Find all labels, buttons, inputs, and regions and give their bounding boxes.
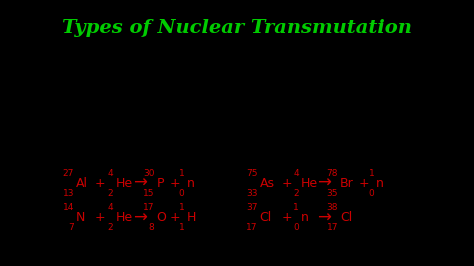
Text: 15: 15: [143, 189, 155, 198]
Text: 30: 30: [143, 169, 155, 178]
Text: As: As: [259, 177, 274, 190]
Text: 1: 1: [293, 203, 299, 212]
Text: 35: 35: [327, 189, 338, 198]
Text: Natural transmutation: Natural transmutation: [76, 46, 208, 56]
Text: 33: 33: [246, 189, 257, 198]
Text: 13: 13: [63, 189, 74, 198]
Text: n: n: [376, 177, 384, 190]
Text: +: +: [95, 177, 106, 190]
Text: +: +: [282, 177, 292, 190]
Text: 90: 90: [189, 105, 201, 115]
Text: 238: 238: [121, 84, 140, 94]
Text: 0: 0: [179, 189, 184, 198]
Text: 4: 4: [293, 169, 299, 178]
Text: 75: 75: [246, 169, 257, 178]
Text: →: →: [317, 209, 331, 226]
Text: H: H: [186, 211, 196, 224]
Text: 0: 0: [369, 189, 374, 198]
Text: +: +: [95, 211, 106, 224]
Text: Al: Al: [76, 177, 88, 190]
Text: He: He: [301, 177, 318, 190]
Text: – Uranium spontaneously: – Uranium spontaneously: [192, 46, 328, 56]
Text: →: →: [317, 174, 331, 192]
Text: He: He: [115, 177, 132, 190]
Text: 8: 8: [149, 223, 155, 232]
Text: O: O: [156, 211, 166, 224]
Text: +: +: [169, 211, 180, 224]
Text: n: n: [186, 177, 194, 190]
Text: Cl: Cl: [340, 211, 352, 224]
Text: P: P: [156, 177, 164, 190]
Text: 1: 1: [179, 223, 184, 232]
Text: 2: 2: [253, 105, 259, 115]
Text: 1: 1: [179, 169, 184, 178]
Text: 7: 7: [68, 223, 74, 232]
Text: Th: Th: [203, 92, 220, 106]
Text: +: +: [282, 211, 292, 224]
Text: 0: 0: [293, 223, 299, 232]
Text: N: N: [76, 211, 85, 224]
Text: isotope to force it to decay: isotope to force it to decay: [76, 160, 216, 169]
Text: – bombardment of a stable: – bombardment of a stable: [207, 140, 351, 151]
Text: decays: decays: [76, 65, 113, 75]
Text: 78: 78: [327, 169, 338, 178]
Text: 4: 4: [108, 203, 113, 212]
Text: →: →: [133, 209, 146, 226]
Text: 92: 92: [127, 105, 140, 115]
Text: He: He: [115, 211, 132, 224]
Text: Br: Br: [340, 177, 354, 190]
Text: He: He: [261, 92, 280, 106]
Text: 234: 234: [183, 84, 201, 94]
Text: →: →: [133, 174, 146, 192]
Text: 14: 14: [63, 203, 74, 212]
Text: U: U: [142, 92, 152, 106]
Text: Types of Nuclear Transmutation: Types of Nuclear Transmutation: [62, 19, 412, 37]
Text: 38: 38: [327, 203, 338, 212]
Text: Artificial transmutation: Artificial transmutation: [76, 140, 215, 151]
Text: 17: 17: [246, 223, 257, 232]
Text: 2: 2: [108, 223, 113, 232]
Text: +: +: [240, 92, 253, 107]
Text: 27: 27: [63, 169, 74, 178]
Text: 2: 2: [108, 189, 113, 198]
Text: 1: 1: [369, 169, 374, 178]
Text: 37: 37: [246, 203, 257, 212]
Text: 4: 4: [253, 84, 259, 94]
Text: 4: 4: [108, 169, 113, 178]
Text: →: →: [166, 90, 181, 108]
Text: 17: 17: [143, 203, 155, 212]
Text: n: n: [301, 211, 309, 224]
Text: +: +: [169, 177, 180, 190]
Text: 1: 1: [179, 203, 184, 212]
Text: 2: 2: [293, 189, 299, 198]
Text: 17: 17: [327, 223, 338, 232]
Text: Cl: Cl: [259, 211, 272, 224]
Text: +: +: [359, 177, 370, 190]
